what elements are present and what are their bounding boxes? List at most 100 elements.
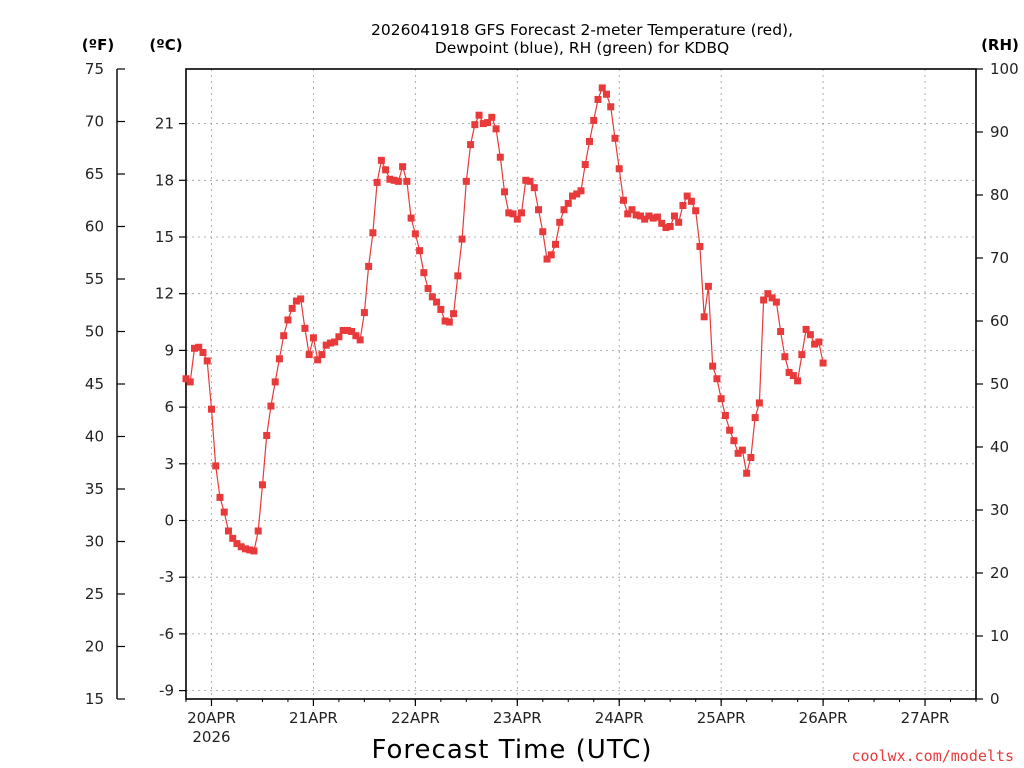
celsius-tick-label: 15 xyxy=(155,228,174,246)
data-point xyxy=(760,296,768,304)
data-point xyxy=(687,197,695,205)
fahrenheit-tick-label: 55 xyxy=(85,270,104,288)
data-point xyxy=(670,212,678,220)
data-point xyxy=(416,247,424,255)
data-point xyxy=(246,546,254,554)
x-tick-label: 20APR xyxy=(187,709,236,727)
data-point xyxy=(454,272,462,280)
celsius-tick-label: -3 xyxy=(159,568,174,586)
data-point xyxy=(530,184,538,192)
data-point xyxy=(607,103,615,111)
fahrenheit-tick-label: 45 xyxy=(85,375,104,393)
data-point xyxy=(492,125,500,133)
data-point xyxy=(212,462,220,470)
data-point xyxy=(653,213,661,221)
data-point xyxy=(292,297,300,305)
data-point xyxy=(437,305,445,313)
unit-label-celsius: (ºC) xyxy=(149,36,182,54)
celsius-tick-label: -6 xyxy=(159,625,174,643)
data-point xyxy=(263,431,271,439)
rh-tick-label: 90 xyxy=(990,123,1009,141)
data-point xyxy=(569,192,577,200)
data-point xyxy=(309,334,317,342)
data-point xyxy=(624,210,632,218)
data-point xyxy=(713,375,721,383)
data-point xyxy=(645,212,653,220)
data-point xyxy=(556,218,564,226)
data-point xyxy=(399,163,407,171)
data-point xyxy=(526,177,534,185)
data-point xyxy=(233,540,241,548)
data-point xyxy=(450,310,458,318)
data-point xyxy=(441,317,449,325)
fahrenheit-tick-label: 75 xyxy=(85,60,104,78)
grid-lines xyxy=(186,69,976,699)
data-point xyxy=(365,262,373,270)
data-point xyxy=(615,165,623,173)
data-point xyxy=(339,326,347,334)
data-point xyxy=(241,545,249,553)
data-point xyxy=(704,282,712,290)
data-series xyxy=(182,84,827,555)
data-point xyxy=(619,196,627,204)
x-tick-label: 22APR xyxy=(391,709,440,727)
x-tick-label: 25APR xyxy=(697,709,746,727)
data-point xyxy=(743,469,751,477)
data-point xyxy=(420,269,428,277)
data-point xyxy=(721,412,729,419)
data-point xyxy=(297,295,305,303)
data-point xyxy=(258,481,266,489)
data-point xyxy=(343,326,351,334)
data-point xyxy=(811,340,819,348)
fahrenheit-tick-label: 15 xyxy=(85,690,104,708)
data-point xyxy=(220,508,228,516)
data-point xyxy=(229,534,237,542)
data-point xyxy=(581,161,589,169)
rh-tick-label: 30 xyxy=(990,501,1009,519)
data-point xyxy=(683,192,691,200)
data-point xyxy=(641,215,649,223)
celsius-tick-label: 3 xyxy=(164,455,174,473)
x-tick-sublabel: 2026 xyxy=(192,728,230,746)
data-point xyxy=(280,332,288,340)
fahrenheit-tick-label: 50 xyxy=(85,323,104,341)
rh-tick-label: 50 xyxy=(990,375,1009,393)
series-line-temperature xyxy=(185,86,824,552)
data-point xyxy=(564,199,572,207)
data-point xyxy=(573,190,581,198)
data-point xyxy=(679,202,687,209)
data-point xyxy=(190,344,198,352)
fahrenheit-tick-label: 60 xyxy=(85,218,104,236)
data-point xyxy=(216,493,224,501)
celsius-tick-label: 6 xyxy=(164,398,174,416)
fahrenheit-tick-label: 65 xyxy=(85,165,104,183)
data-point xyxy=(598,84,606,92)
data-point xyxy=(649,214,657,222)
data-point xyxy=(475,111,483,119)
data-point xyxy=(377,156,385,164)
data-point xyxy=(288,304,296,312)
x-axis-label: Forecast Time (UTC) xyxy=(371,735,652,765)
data-point xyxy=(207,405,215,413)
data-point xyxy=(250,547,258,555)
data-point xyxy=(602,90,610,98)
fahrenheit-tick-label: 20 xyxy=(85,638,104,656)
data-point xyxy=(522,176,530,184)
data-point xyxy=(386,175,394,183)
data-point xyxy=(267,402,275,410)
data-point xyxy=(611,134,619,142)
fahrenheit-tick-label: 70 xyxy=(85,113,104,131)
data-point xyxy=(815,338,823,346)
data-point xyxy=(271,378,279,386)
data-point xyxy=(666,223,674,230)
data-point xyxy=(768,294,776,302)
chart-title-line1: 2026041918 GFS Forecast 2-meter Temperat… xyxy=(371,21,793,39)
data-point xyxy=(407,214,415,222)
data-point xyxy=(356,336,364,344)
axes xyxy=(116,68,983,706)
data-point xyxy=(785,368,793,376)
data-point xyxy=(547,251,555,259)
data-point xyxy=(331,338,339,346)
data-point xyxy=(203,357,211,365)
source-credit: coolwx.com/modelts xyxy=(851,747,1014,765)
